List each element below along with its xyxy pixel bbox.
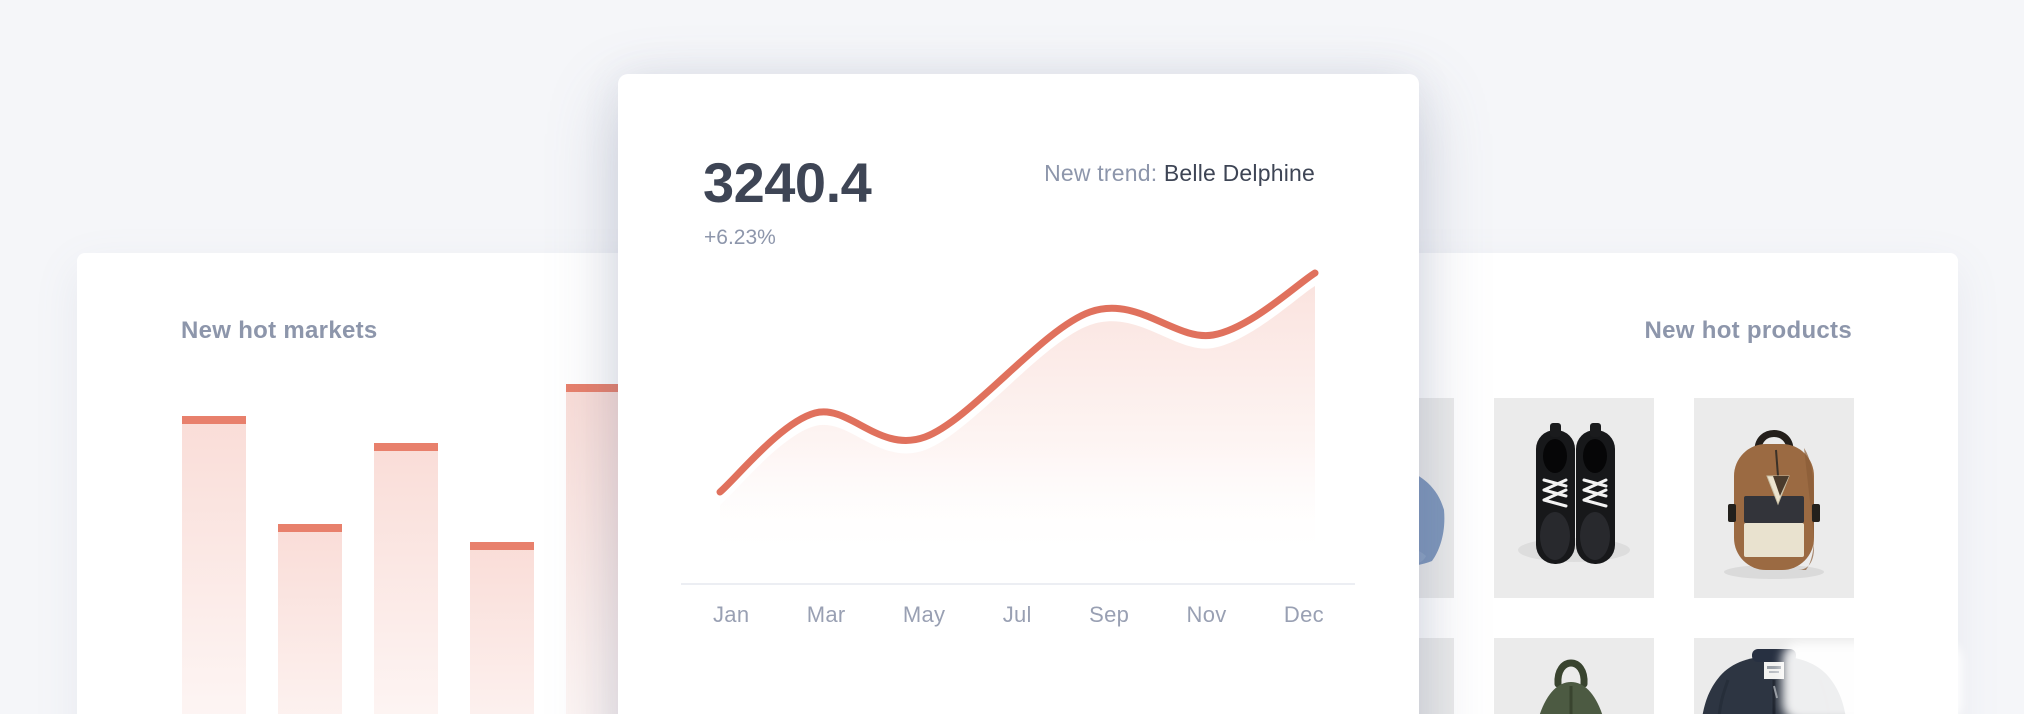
trend-caption: New trend: Belle Delphine bbox=[1044, 160, 1315, 187]
tick-jul: Jul bbox=[1002, 602, 1032, 627]
tick-nov: Nov bbox=[1186, 602, 1227, 627]
bar-body bbox=[278, 532, 342, 714]
bar-cap bbox=[182, 416, 246, 424]
trend-value: Belle Delphine bbox=[1163, 160, 1315, 186]
bar-body bbox=[374, 451, 438, 714]
chart-divider bbox=[681, 583, 1355, 585]
black-shoes-image bbox=[1518, 421, 1630, 566]
stat-change: +6.23% bbox=[704, 226, 776, 249]
tick-mar: Mar bbox=[806, 602, 846, 627]
product-tile-shoes[interactable] bbox=[1494, 398, 1654, 598]
line-chart[interactable] bbox=[700, 265, 1320, 585]
product-tile-backpack[interactable] bbox=[1694, 398, 1854, 598]
hot-markets-title: New hot markets bbox=[181, 317, 378, 344]
trend-label: New trend: bbox=[1044, 160, 1158, 186]
product-tile-green-backpack[interactable] bbox=[1494, 638, 1654, 714]
market-bar-4[interactable] bbox=[470, 542, 534, 714]
trend-stat-card: 3240.4 +6.23% New trend: Belle Delphine … bbox=[618, 74, 1419, 714]
brown-backpack-image bbox=[1724, 430, 1824, 579]
render-artifact bbox=[1782, 642, 1962, 714]
stat-value: 3240.4 bbox=[703, 151, 872, 214]
tick-dec: Dec bbox=[1283, 602, 1324, 627]
bar-body bbox=[470, 550, 534, 714]
bar-cap bbox=[278, 524, 342, 532]
trend-line bbox=[716, 269, 1319, 496]
tick-may: May bbox=[902, 602, 946, 627]
area-fill bbox=[720, 286, 1315, 585]
tick-sep: Sep bbox=[1089, 602, 1130, 627]
market-bar-2[interactable] bbox=[278, 524, 342, 714]
bar-cap bbox=[566, 384, 630, 392]
bar-body bbox=[182, 424, 246, 714]
market-bar-1[interactable] bbox=[182, 416, 246, 714]
bar-cap bbox=[470, 542, 534, 550]
green-backpack-image bbox=[1539, 659, 1603, 714]
bar-cap bbox=[374, 443, 438, 451]
market-bar-3[interactable] bbox=[374, 443, 438, 714]
tick-jan: Jan bbox=[713, 602, 750, 627]
hot-products-title: New hot products bbox=[1644, 317, 1852, 344]
month-axis: Jan Mar May Jul Sep Nov Dec bbox=[713, 602, 1324, 628]
